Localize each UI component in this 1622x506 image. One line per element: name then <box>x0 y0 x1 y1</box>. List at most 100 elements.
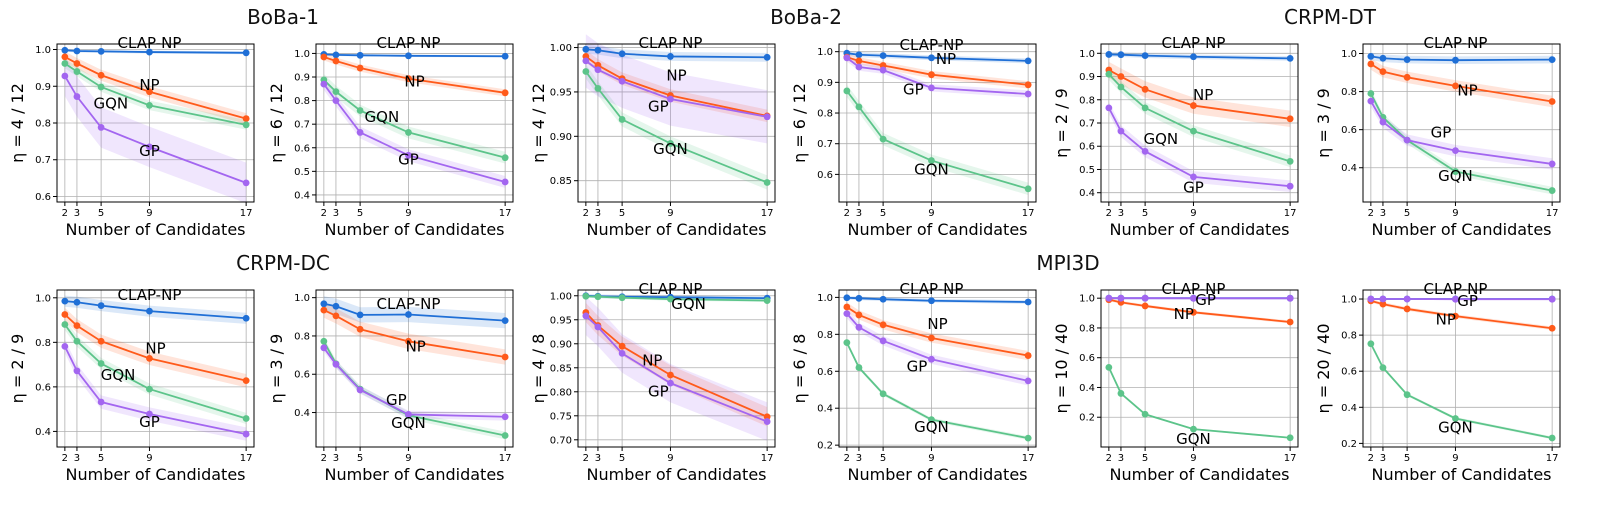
series-label-gqn: GQN <box>101 366 136 384</box>
point-gp <box>843 310 851 318</box>
x-tick-label: 2 <box>1106 208 1112 219</box>
series-label-clap-np: CLAP-NP <box>639 34 703 52</box>
x-tick-label: 3 <box>74 453 80 464</box>
point-gp <box>763 418 771 425</box>
x-tick-label: 5 <box>880 453 886 464</box>
series-label-np: NP <box>642 351 662 369</box>
point-gqn <box>1024 434 1032 442</box>
point-gp <box>879 337 887 345</box>
point-clap-np <box>73 298 81 306</box>
x-tick-label: 3 <box>595 453 601 464</box>
point-clap-np <box>843 294 851 302</box>
y-tick-label: 0.2 <box>1079 413 1095 424</box>
band-gp <box>323 343 506 421</box>
y-tick-label: 0.6 <box>35 192 51 203</box>
point-gp <box>501 413 509 421</box>
y-tick-label: 0.9 <box>817 78 833 89</box>
point-np <box>356 64 364 72</box>
point-gqn <box>618 294 626 302</box>
point-np <box>405 337 412 345</box>
point-gqn <box>1286 434 1294 442</box>
point-gp <box>855 323 863 331</box>
point-np <box>1117 73 1125 80</box>
series-label-clap-np: CLAP-NP <box>1424 280 1488 298</box>
panel-12: 2 3 5 9 17 0.2 0.4 0.6 0.8 1.0 Number of Candidate… <box>1314 280 1561 484</box>
y-tick-label: 0.6 <box>294 370 310 381</box>
point-clap-np <box>1286 55 1294 62</box>
point-gqn <box>582 292 590 300</box>
point-gqn <box>1105 70 1113 78</box>
band-gp <box>585 296 768 441</box>
x-tick-label: 17 <box>1022 453 1035 464</box>
x-tick-label: 5 <box>98 453 104 464</box>
panel-9: 2 3 5 9 17 0.70 0.75 0.80 0.85 0.90 0.95 1.00 Number… <box>529 280 776 484</box>
point-clap-np <box>928 297 935 305</box>
point-gp <box>73 93 81 100</box>
point-gqn <box>1548 434 1556 442</box>
x-tick-label: 5 <box>1142 208 1148 219</box>
y-tick-label: 0.6 <box>1079 353 1095 364</box>
band-gqn <box>1108 68 1291 168</box>
y-tick-label: 1.0 <box>294 49 310 60</box>
point-clap-np <box>1190 53 1197 61</box>
panel-8: 2 3 5 9 17 0.4 0.6 0.8 1.0 Number of Candidates η … <box>267 289 514 484</box>
y-tick-label: 0.90 <box>550 132 572 143</box>
x-tick-label: 17 <box>240 208 253 219</box>
point-gp <box>405 151 412 159</box>
x-tick-label: 3 <box>1118 453 1124 464</box>
series-label-np: NP <box>927 315 947 333</box>
y-axis-label: η = 2 / 9 <box>1052 88 1071 158</box>
y-tick-label: 0.8 <box>1079 95 1095 106</box>
point-gp <box>97 124 105 131</box>
series-label-np: NP <box>1193 86 1213 104</box>
series-label-clap-np: CLAP-NP <box>1162 280 1226 298</box>
x-axis-label: Number of Candidates <box>848 220 1028 239</box>
point-gp <box>356 386 364 394</box>
point-gp <box>1141 147 1149 155</box>
x-axis-label: Number of Candidates <box>1110 465 1290 484</box>
point-np <box>618 342 626 350</box>
band-clap-np <box>64 295 247 324</box>
x-tick-label: 9 <box>146 453 152 464</box>
y-axis-label: η = 20 / 40 <box>1314 324 1333 414</box>
point-gp <box>242 430 250 438</box>
x-tick-label: 3 <box>595 208 601 219</box>
y-tick-label: 0.6 <box>1079 142 1095 153</box>
y-tick-label: 1.0 <box>294 293 310 304</box>
point-gp <box>1286 294 1294 302</box>
y-tick-label: 0.8 <box>35 338 51 349</box>
point-np <box>1367 60 1375 68</box>
point-gp <box>61 342 69 350</box>
y-tick-label: 1.0 <box>35 293 51 304</box>
point-gqn <box>763 179 771 186</box>
line-gqn <box>1108 367 1291 439</box>
point-gqn <box>879 135 887 143</box>
panel-1: 2 3 5 9 17 0.6 0.7 0.8 0.9 1.0 Number of Candidate… <box>8 34 255 239</box>
y-tick-label: 0.85 <box>550 176 572 187</box>
plot-frame <box>577 289 776 448</box>
point-np <box>501 353 509 361</box>
point-np <box>332 312 340 320</box>
point-gp <box>1403 295 1411 303</box>
x-axis-label: Number of Candidates <box>325 220 505 239</box>
point-gp <box>1452 147 1459 155</box>
x-tick-label: 2 <box>1368 208 1374 219</box>
point-gqn <box>320 337 328 345</box>
point-gqn <box>1024 185 1032 193</box>
x-tick-label: 2 <box>583 453 589 464</box>
point-clap-np <box>763 53 771 61</box>
point-clap-np <box>61 297 69 305</box>
point-gqn <box>1141 410 1149 418</box>
plot-frame <box>56 289 255 448</box>
point-np <box>855 57 863 65</box>
series-label-gp: GP <box>1457 292 1478 310</box>
panel-2: 2 3 5 9 17 0.4 0.5 0.6 0.7 0.8 0.9 1.0 Number of Can… <box>267 34 514 239</box>
y-tick-label: 0.4 <box>294 190 310 201</box>
point-clap-np <box>405 52 412 60</box>
y-tick-label: 1.0 <box>1079 294 1095 305</box>
point-np <box>1379 68 1387 76</box>
series-label-clap-np: CLAP-NP <box>900 36 964 54</box>
point-gqn <box>1105 363 1113 371</box>
series-label-gqn: GQN <box>365 108 400 126</box>
